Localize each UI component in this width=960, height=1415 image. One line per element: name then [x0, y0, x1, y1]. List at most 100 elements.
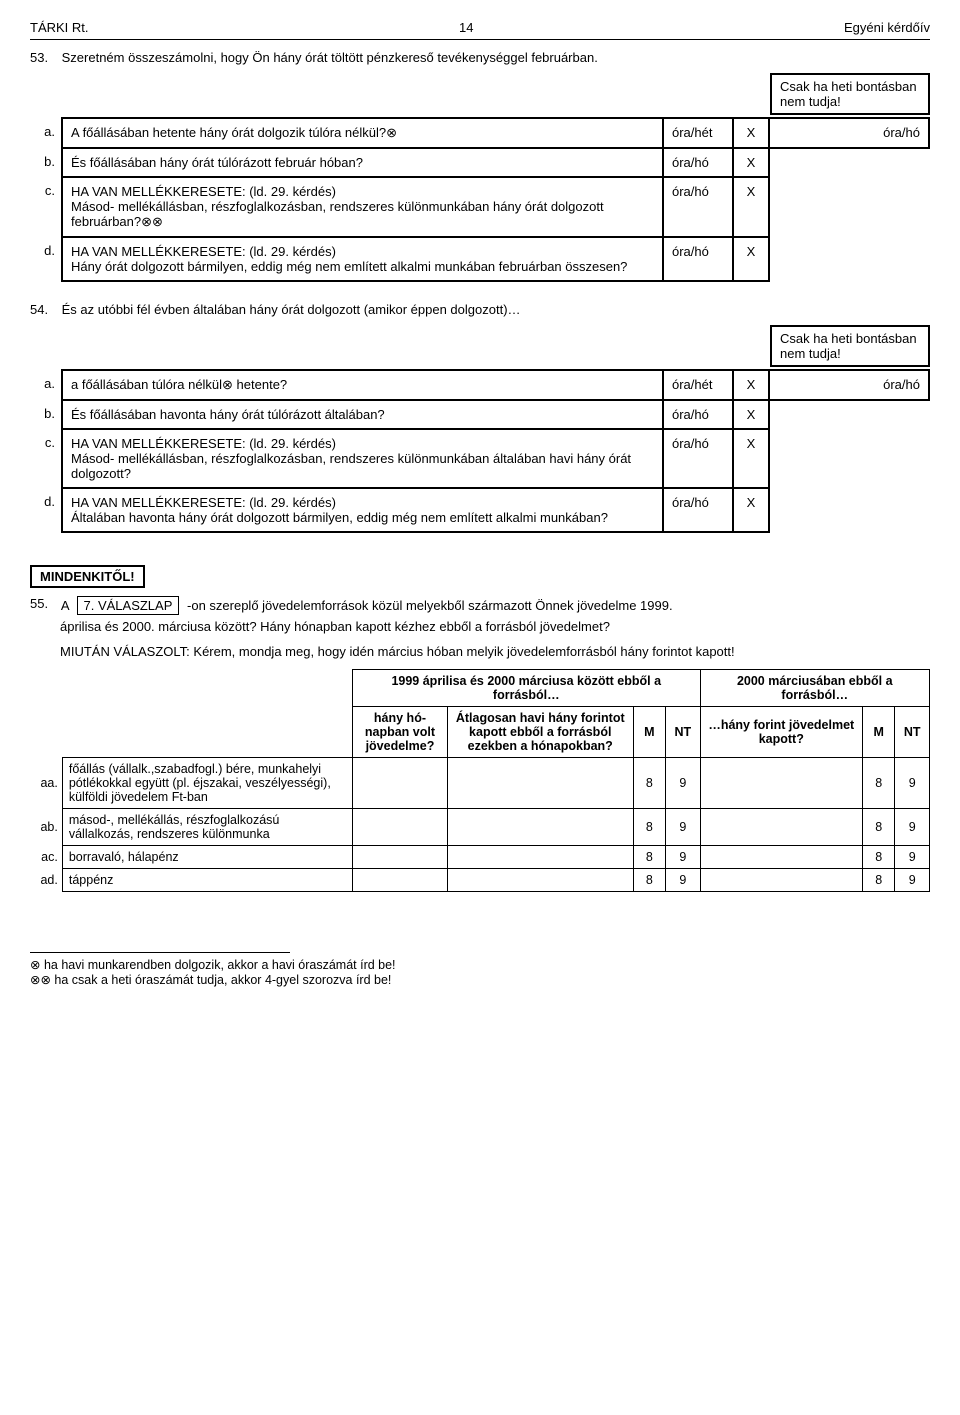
- cell-months[interactable]: [353, 869, 448, 892]
- cell-nt: 9: [666, 758, 700, 809]
- row-text: főállás (vállalk.,szabadfogl.) bére, mun…: [62, 758, 352, 809]
- row-label: c.: [30, 177, 62, 237]
- mindenkitol-box: MINDENKITŐL!: [30, 565, 145, 588]
- cell-months[interactable]: [353, 809, 448, 846]
- q54-text: És az utóbbi fél évben általában hány ór…: [62, 302, 521, 317]
- row-text: És főállásában havonta hány órát túlóráz…: [62, 400, 663, 429]
- q55-line2: áprilisa és 2000. márciusa között? Hány …: [60, 619, 930, 634]
- cell-nt: 9: [895, 758, 930, 809]
- row-x: X: [733, 177, 769, 237]
- row-x: X: [733, 370, 769, 400]
- row-unit: óra/hó: [663, 488, 733, 532]
- row-unit: óra/hó: [663, 400, 733, 429]
- subcol-nt: NT: [666, 707, 700, 758]
- row-text: táppénz: [62, 869, 352, 892]
- cell-nt: 9: [666, 809, 700, 846]
- row-x: X: [733, 488, 769, 532]
- q54-intro: 54. És az utóbbi fél évben általában hán…: [30, 302, 930, 317]
- header-rule: [30, 39, 930, 40]
- cell-m: 8: [863, 869, 895, 892]
- cell-m: 8: [633, 846, 665, 869]
- cell-amount[interactable]: [700, 758, 862, 809]
- row-side: [769, 148, 929, 177]
- header-center: 14: [459, 20, 473, 35]
- row-text: a főállásában túlóra nélkül⊗ hetente?: [62, 370, 663, 400]
- row-pre: ad.: [30, 869, 62, 892]
- cell-m: 8: [633, 758, 665, 809]
- cell-avg[interactable]: [447, 869, 633, 892]
- row-side: [769, 488, 929, 532]
- cell-m: 8: [633, 809, 665, 846]
- table-row: aa. főállás (vállalk.,szabadfogl.) bére,…: [30, 758, 930, 809]
- q54-sidebox: Csak ha heti bontásban nem tudja!: [770, 325, 930, 367]
- q53-number: 53.: [30, 50, 58, 65]
- table-row: ac. borravaló, hálapénz 8 9 8 9: [30, 846, 930, 869]
- row-unit: óra/hét: [663, 118, 733, 148]
- q55-line1: -on szereplő jövedelemforrások közül mel…: [187, 598, 673, 613]
- cell-avg[interactable]: [447, 809, 633, 846]
- cell-nt: 9: [666, 869, 700, 892]
- q55-intro: 55. A 7. VÁLASZLAP -on szereplő jövedele…: [30, 596, 930, 615]
- subcol-avg: Átlagosan havi hány forintot kapott ebbő…: [447, 707, 633, 758]
- row-unit: óra/hó: [663, 237, 733, 281]
- footnote-2: ⊗⊗ ha csak a heti óraszámát tudja, akkor…: [30, 972, 930, 987]
- row-x: X: [733, 429, 769, 488]
- table-row: ad. táppénz 8 9 8 9: [30, 869, 930, 892]
- subcol-m: M: [633, 707, 665, 758]
- row-unit: óra/hét: [663, 370, 733, 400]
- cell-amount[interactable]: [700, 809, 862, 846]
- table-row: d. HA VAN MELLÉKKERESETE: (ld. 29. kérdé…: [30, 488, 929, 532]
- q55-prefix: A: [61, 598, 69, 613]
- cell-nt: 9: [895, 869, 930, 892]
- table-row: b. És főállásában hány órát túlórázott f…: [30, 148, 929, 177]
- header-left: TÁRKI Rt.: [30, 20, 89, 35]
- row-x: X: [733, 400, 769, 429]
- row-text: És főállásában hány órát túlórázott febr…: [62, 148, 663, 177]
- q55-table: 1999 áprilisa és 2000 márciusa között eb…: [30, 669, 930, 892]
- q53-table: a. A főállásában hetente hány órát dolgo…: [30, 117, 930, 282]
- row-side: [769, 237, 929, 281]
- table-row: d. HA VAN MELLÉKKERESETE: (ld. 29. kérdé…: [30, 237, 929, 281]
- row-text: HA VAN MELLÉKKERESETE: (ld. 29. kérdés) …: [62, 429, 663, 488]
- cell-amount[interactable]: [700, 846, 862, 869]
- row-text: borravaló, hálapénz: [62, 846, 352, 869]
- cell-months[interactable]: [353, 846, 448, 869]
- cell-avg[interactable]: [447, 758, 633, 809]
- row-pre: ac.: [30, 846, 62, 869]
- row-text: másod-, mellékállás, részfoglalkozású vá…: [62, 809, 352, 846]
- col-group-2: 2000 márciusában ebből a forrásból…: [700, 670, 929, 707]
- table-row: c. HA VAN MELLÉKKERESETE: (ld. 29. kérdé…: [30, 177, 929, 237]
- row-label: d.: [30, 488, 62, 532]
- cell-amount[interactable]: [700, 869, 862, 892]
- table-row: b. És főállásában havonta hány órát túló…: [30, 400, 929, 429]
- row-side: [769, 429, 929, 488]
- cell-months[interactable]: [353, 758, 448, 809]
- table-row: a. A főállásában hetente hány órát dolgo…: [30, 118, 929, 148]
- row-side: [769, 400, 929, 429]
- row-text: A főállásában hetente hány órát dolgozik…: [62, 118, 663, 148]
- row-label: c.: [30, 429, 62, 488]
- row-text: HA VAN MELLÉKKERESETE: (ld. 29. kérdés) …: [62, 237, 663, 281]
- row-unit: óra/hó: [663, 429, 733, 488]
- subcol-amount: …hány forint jövedelmet kapott?: [700, 707, 862, 758]
- row-side: óra/hó: [769, 118, 929, 148]
- row-x: X: [733, 118, 769, 148]
- subcol-months: hány hó- napban volt jövedelme?: [353, 707, 448, 758]
- footnotes: ⊗ ha havi munkarendben dolgozik, akkor a…: [30, 952, 930, 987]
- table-header-row: 1999 áprilisa és 2000 márciusa között eb…: [30, 670, 930, 707]
- row-text: HA VAN MELLÉKKERESETE: (ld. 29. kérdés) …: [62, 177, 663, 237]
- row-label: a.: [30, 118, 62, 148]
- row-text: HA VAN MELLÉKKERESETE: (ld. 29. kérdés) …: [62, 488, 663, 532]
- table-row: a. a főállásában túlóra nélkül⊗ hetente?…: [30, 370, 929, 400]
- q55-number: 55.: [30, 596, 58, 611]
- q53-intro: 53. Szeretném összeszámolni, hogy Ön hán…: [30, 50, 930, 65]
- row-label: b.: [30, 148, 62, 177]
- table-row: c. HA VAN MELLÉKKERESETE: (ld. 29. kérdé…: [30, 429, 929, 488]
- row-side: [769, 177, 929, 237]
- cell-avg[interactable]: [447, 846, 633, 869]
- page-header: TÁRKI Rt. 14 Egyéni kérdőív: [30, 20, 930, 35]
- row-x: X: [733, 148, 769, 177]
- q54-number: 54.: [30, 302, 58, 317]
- q53-text: Szeretném összeszámolni, hogy Ön hány ór…: [62, 50, 598, 65]
- cell-m: 8: [863, 846, 895, 869]
